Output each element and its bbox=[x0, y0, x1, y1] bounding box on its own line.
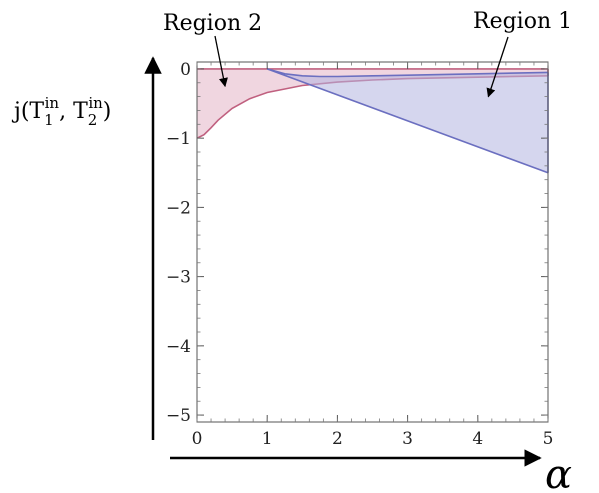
y-tick-label: 0 bbox=[180, 60, 191, 80]
x-tick-label: 3 bbox=[402, 429, 413, 449]
region-2-fill bbox=[197, 68, 548, 139]
plot-areas bbox=[196, 68, 549, 174]
y-tick-label: −2 bbox=[166, 198, 191, 218]
region-2-label: Region 2 bbox=[163, 11, 262, 36]
region-1-lower-line bbox=[266, 68, 549, 174]
x-tick-label: 2 bbox=[332, 429, 343, 449]
region-1-label: Region 1 bbox=[473, 9, 572, 34]
y-axis-label: j(T1in, T2in) bbox=[11, 94, 111, 129]
x-tick-label: 5 bbox=[543, 429, 554, 449]
y-tick-label: −1 bbox=[166, 129, 191, 149]
region-1-arrow bbox=[486, 36, 509, 98]
y-tick-label: −5 bbox=[166, 406, 191, 426]
plot-frame bbox=[196, 61, 549, 423]
x-axis-label: α bbox=[545, 452, 572, 493]
tick-labels: 0 1 2 3 4 5 0 −1 −2 −3 −4 −5 bbox=[166, 60, 553, 449]
plot-border bbox=[196, 61, 549, 423]
region-1-upper-line bbox=[266, 68, 549, 78]
axis-ticks bbox=[196, 62, 549, 422]
region-2-arrow bbox=[214, 35, 228, 88]
x-tick-label: 0 bbox=[192, 429, 203, 449]
x-tick-label: 1 bbox=[262, 429, 273, 449]
x-tick-label: 4 bbox=[472, 429, 483, 449]
y-tick-label: −3 bbox=[166, 268, 191, 288]
y-tick-label: −4 bbox=[166, 337, 191, 357]
annotations: Region 2 Region 1 bbox=[163, 9, 572, 98]
